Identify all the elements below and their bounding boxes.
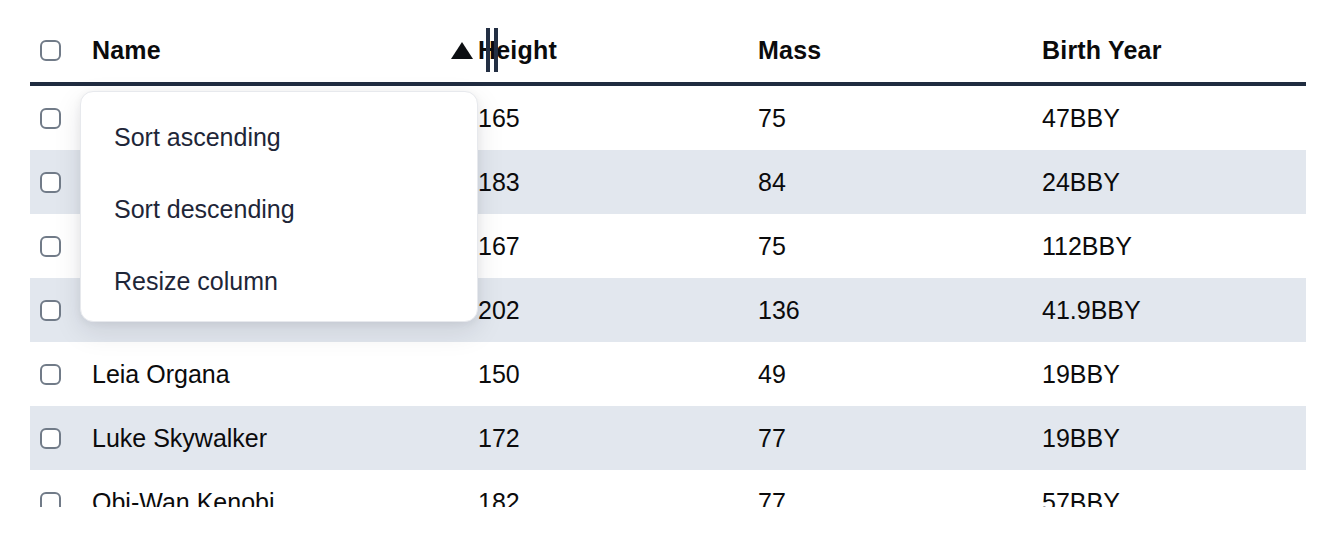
resize-bar-icon xyxy=(486,28,490,72)
cell-height: 182 xyxy=(478,488,758,508)
cell-birth-year: 47BBY xyxy=(1042,104,1306,133)
column-header-birth-year[interactable]: Birth Year xyxy=(1042,36,1306,65)
context-menu-item[interactable]: Resize column xyxy=(81,245,477,317)
cell-name: Leia Organa xyxy=(92,360,478,389)
header-select-cell xyxy=(30,40,92,61)
select-all-checkbox[interactable] xyxy=(40,40,61,61)
cell-birth-year: 19BBY xyxy=(1042,424,1306,453)
cell-birth-year: 24BBY xyxy=(1042,168,1306,197)
cell-mass: 49 xyxy=(758,360,1042,389)
table-row: Leia Organa 150 49 19BBY xyxy=(30,342,1306,406)
row-checkbox[interactable] xyxy=(40,428,61,449)
data-table-screen: Name Height Mass Birth Year 165 75 47BBY… xyxy=(0,0,1330,536)
table-row: Obi-Wan Kenobi 182 77 57BBY xyxy=(30,470,1306,507)
cell-height: 183 xyxy=(478,168,758,197)
row-select-cell xyxy=(30,492,92,508)
column-header-name-label: Name xyxy=(92,36,161,65)
cell-birth-year: 57BBY xyxy=(1042,488,1306,508)
cell-height: 150 xyxy=(478,360,758,389)
cell-mass: 77 xyxy=(758,488,1042,508)
cell-height: 165 xyxy=(478,104,758,133)
row-checkbox[interactable] xyxy=(40,108,61,129)
column-header-mass[interactable]: Mass xyxy=(758,36,1042,65)
cell-height: 172 xyxy=(478,424,758,453)
table-row: Luke Skywalker 172 77 19BBY xyxy=(30,406,1306,470)
context-menu-items: Sort ascendingSort descendingResize colu… xyxy=(81,101,477,317)
row-checkbox[interactable] xyxy=(40,364,61,385)
cell-mass: 75 xyxy=(758,104,1042,133)
cell-mass: 84 xyxy=(758,168,1042,197)
row-checkbox[interactable] xyxy=(40,492,61,508)
row-select-cell xyxy=(30,428,92,449)
row-checkbox[interactable] xyxy=(40,300,61,321)
cell-height: 202 xyxy=(478,296,758,325)
cell-mass: 136 xyxy=(758,296,1042,325)
table-header-row: Name Height Mass Birth Year xyxy=(30,18,1306,86)
column-header-height[interactable]: Height xyxy=(478,36,758,65)
column-resize-handle[interactable] xyxy=(486,28,500,72)
context-menu-item[interactable]: Sort descending xyxy=(81,173,477,245)
column-header-name[interactable]: Name xyxy=(92,18,478,82)
cell-height: 167 xyxy=(478,232,758,261)
cell-name: Luke Skywalker xyxy=(92,424,478,453)
context-menu-item[interactable]: Sort ascending xyxy=(81,101,477,173)
cell-birth-year: 112BBY xyxy=(1042,232,1306,261)
row-checkbox[interactable] xyxy=(40,236,61,257)
cell-birth-year: 19BBY xyxy=(1042,360,1306,389)
cell-mass: 75 xyxy=(758,232,1042,261)
resize-bar-icon xyxy=(494,28,498,72)
row-checkbox[interactable] xyxy=(40,172,61,193)
sort-ascending-icon xyxy=(451,42,473,59)
row-select-cell xyxy=(30,364,92,385)
cell-name: Obi-Wan Kenobi xyxy=(92,488,478,508)
column-context-menu: Sort ascendingSort descendingResize colu… xyxy=(80,91,478,322)
cell-mass: 77 xyxy=(758,424,1042,453)
cell-birth-year: 41.9BBY xyxy=(1042,296,1306,325)
